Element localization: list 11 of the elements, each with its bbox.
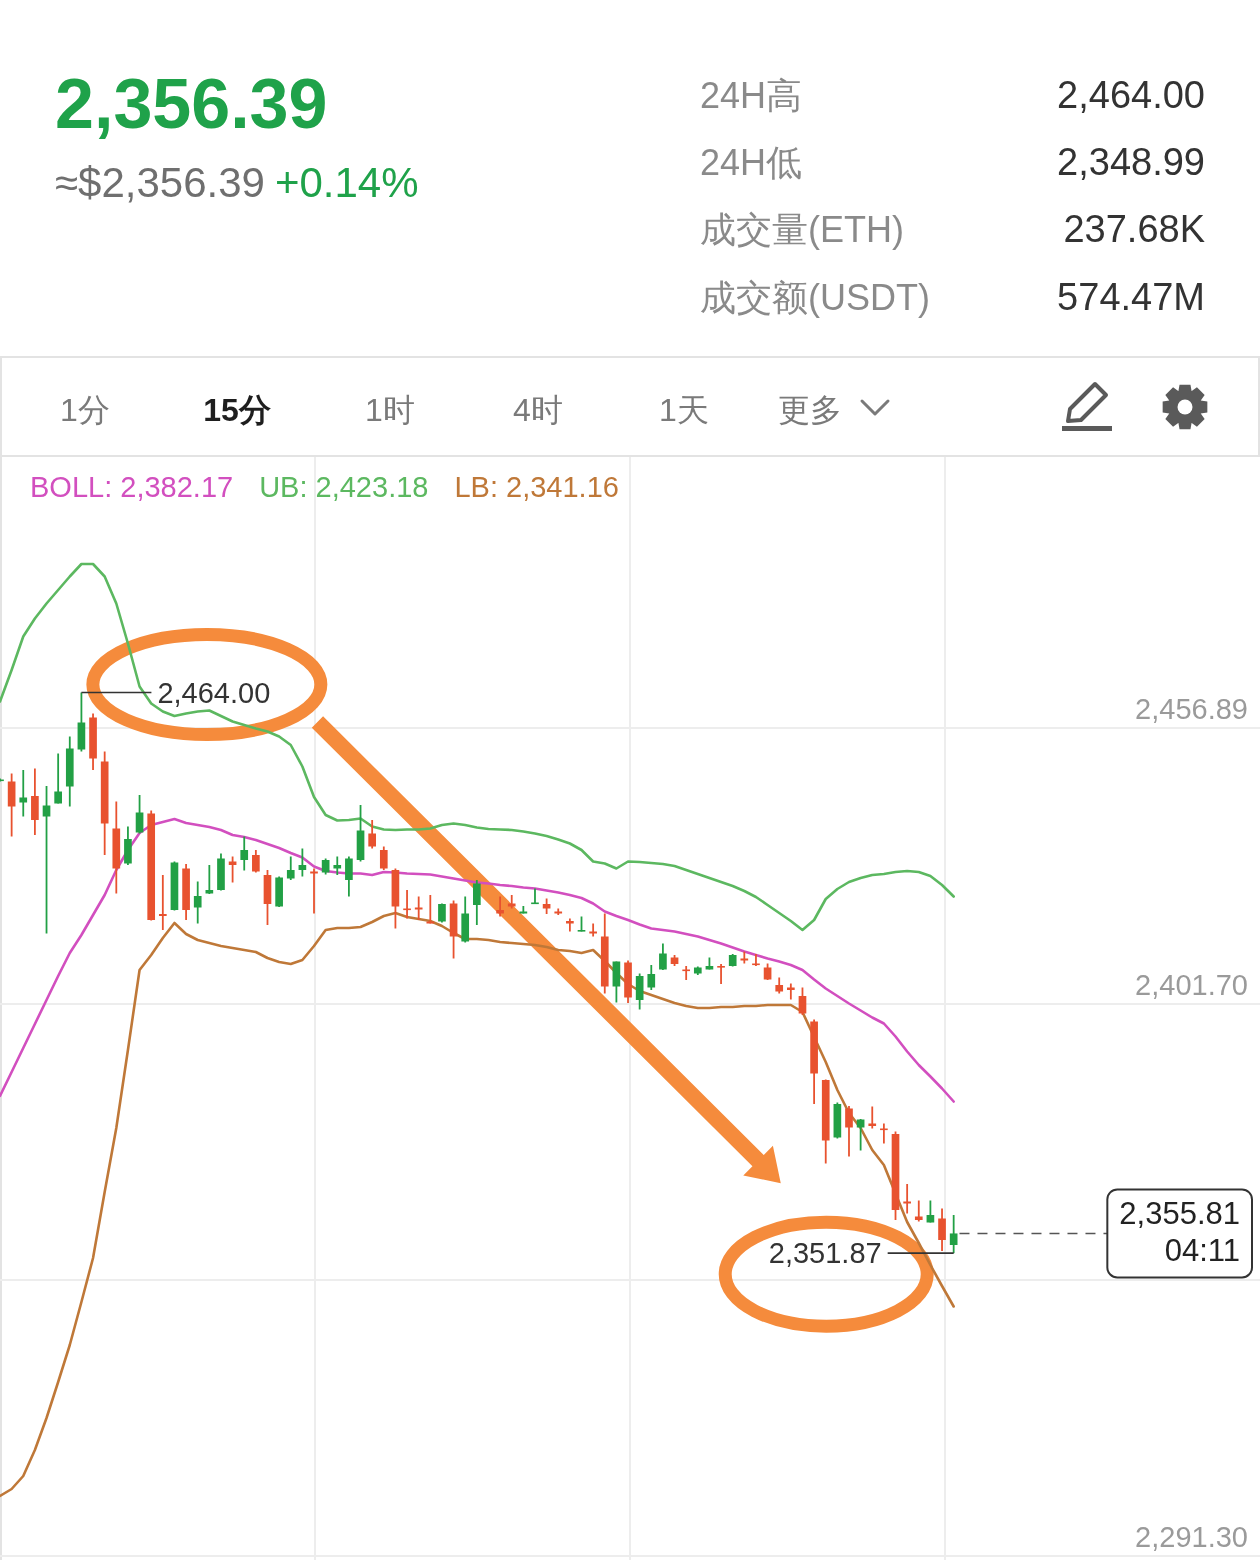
header: 2,356.39 ≈$2,356.39 +0.14% 24H高 2,464.00 24H低 2,348.99 成交量(ETH) 237.68K 成交额(USDT) 574.47M bbox=[55, 65, 1205, 318]
y-tick-label: 2,456.89 bbox=[1135, 693, 1248, 726]
annotation: 2,351.87 bbox=[768, 1237, 955, 1270]
legend: BOLL: 2,382.17 UB: 2,423.18 LB: 2,341.16 bbox=[30, 471, 619, 503]
y-tick-label: 2,401.70 bbox=[1135, 969, 1248, 1001]
annotation: 2,355.81 04:11 bbox=[958, 1188, 1253, 1279]
annotation: 2,464.00 bbox=[157, 676, 271, 709]
y-tick-label: 2,291.30 bbox=[1135, 1521, 1248, 1553]
tabs: 1分 15分 1时 4时 1天 更多 bbox=[60, 392, 842, 428]
annotation: 2,351.87 bbox=[768, 1237, 882, 1270]
annotation: 2,464.00 bbox=[80, 676, 271, 709]
